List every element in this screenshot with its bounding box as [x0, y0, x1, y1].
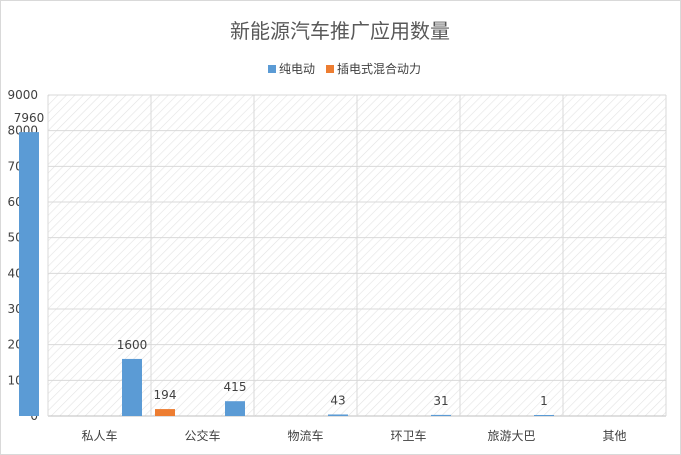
bar [534, 415, 554, 416]
data-label: 31 [433, 394, 448, 408]
x-tick-label: 其他 [602, 429, 626, 443]
bar [19, 132, 39, 417]
data-label: 1600 [117, 338, 148, 352]
legend: 纯电动 插电式混合动力 [268, 61, 421, 76]
bar [431, 414, 451, 416]
x-tick-label: 环卫车 [390, 428, 426, 443]
x-tick-label: 旅游大巴 [487, 429, 535, 443]
data-label: 43 [330, 393, 345, 407]
legend-swatch-series-2 [326, 65, 334, 73]
bar [122, 358, 142, 416]
legend-label-series-1: 纯电动 [279, 62, 315, 76]
legend-label-series-2: 插电式混合动力 [337, 61, 421, 76]
data-label: 194 [154, 388, 177, 402]
chart-title: 新能源汽车推广应用数量 [230, 19, 450, 43]
x-tick-label: 物流车 [287, 428, 323, 443]
data-label: 7960 [14, 111, 45, 125]
y-tick-label: 9000 [7, 88, 38, 102]
x-tick-label: 公交车 [184, 428, 220, 443]
plot-area: 0100020003000400050006000700080009000796… [7, 88, 667, 443]
x-tick-label: 私人车 [81, 428, 117, 443]
bar [225, 401, 245, 416]
bar [155, 409, 175, 416]
data-label: 1 [540, 394, 548, 408]
legend-swatch-series-1 [268, 65, 276, 73]
bar [328, 414, 348, 416]
data-label: 415 [224, 380, 247, 394]
